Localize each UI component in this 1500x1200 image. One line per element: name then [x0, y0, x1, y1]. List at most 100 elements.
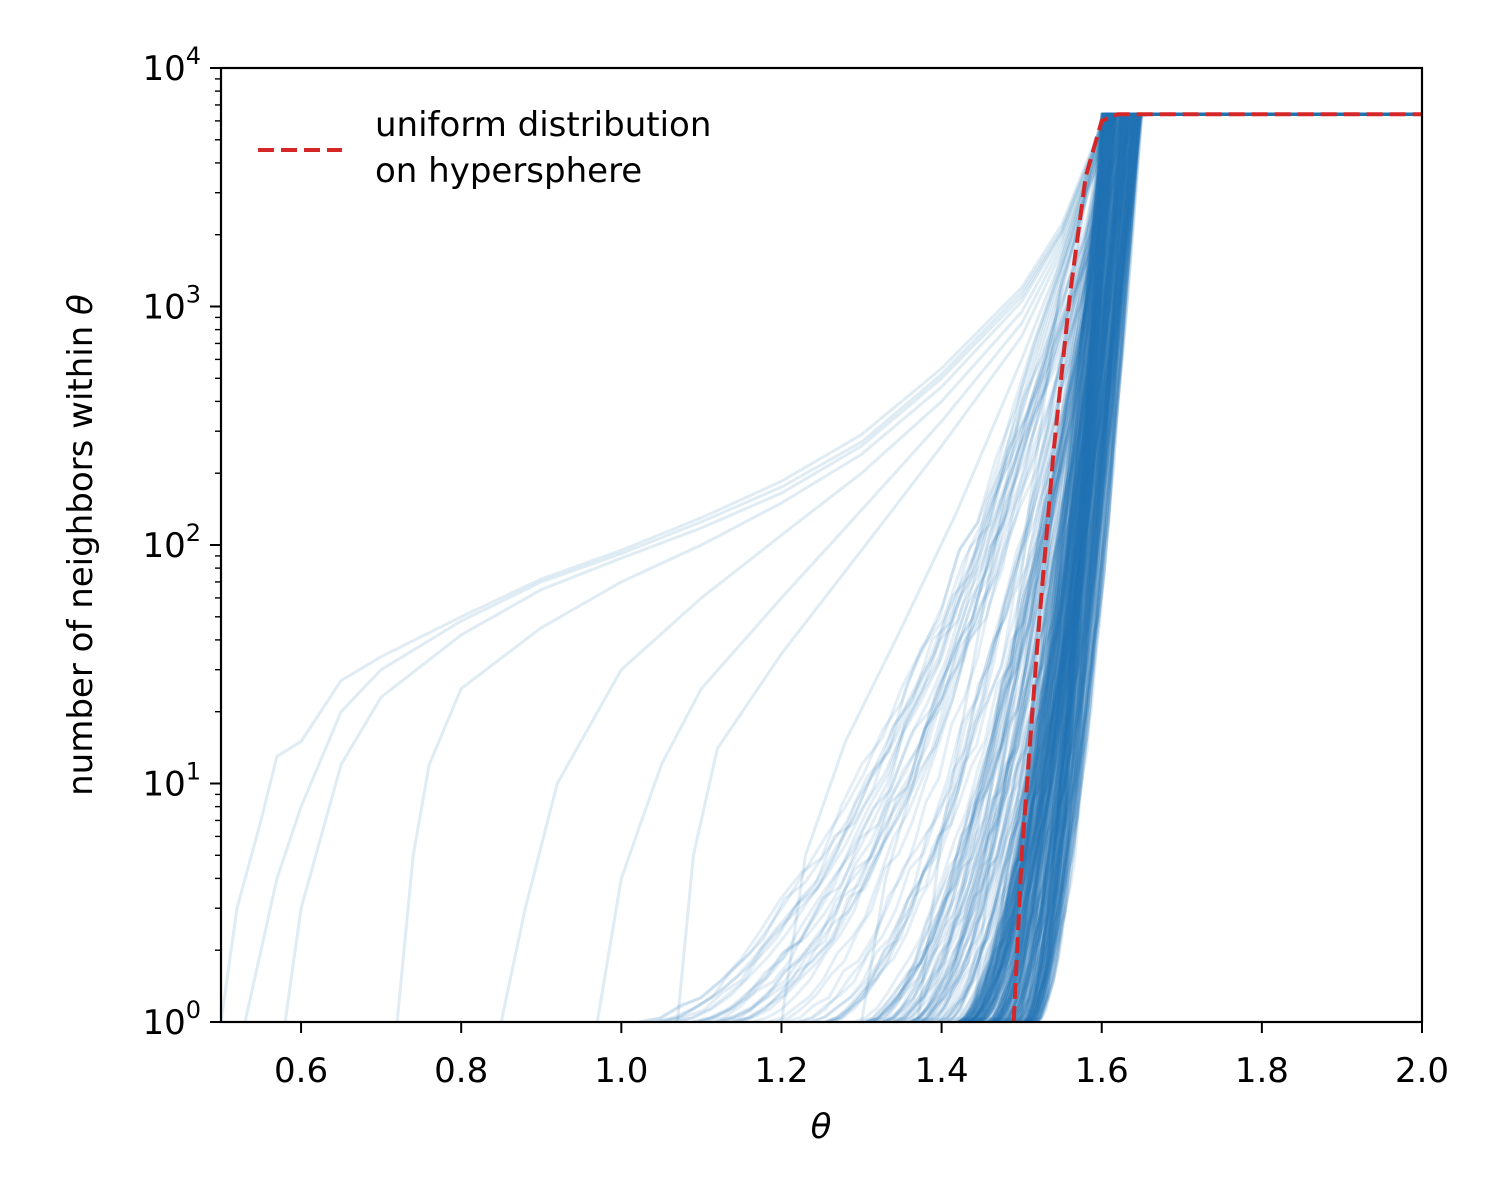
sample-curve	[1022, 112, 1422, 1022]
sample-curve	[910, 112, 1422, 1022]
sample-curve	[977, 112, 1422, 1022]
x-tick-label: 1.2	[754, 1051, 808, 1091]
sample-curve	[1032, 112, 1422, 1022]
sample-curve	[964, 112, 1422, 1022]
sample-curve	[909, 112, 1422, 1022]
sample-curve	[868, 112, 1422, 1022]
sample-curve	[1031, 112, 1422, 1022]
sample-curve	[1029, 112, 1422, 1022]
sample-curve	[1018, 112, 1422, 1022]
sample-curve	[891, 112, 1422, 1022]
sample-curve	[1032, 112, 1422, 1022]
sample-curve	[784, 112, 1422, 1022]
sample-curve	[969, 112, 1422, 1022]
sample-curve	[1023, 112, 1422, 1022]
sample-curve	[1004, 112, 1422, 1022]
sample-curve	[987, 112, 1422, 1022]
sample-curve	[1007, 112, 1422, 1022]
sample-curve	[1032, 112, 1422, 1022]
sample-curve	[996, 112, 1422, 1022]
sample-curve	[999, 112, 1422, 1022]
sample-curve	[1007, 112, 1422, 1022]
sample-curve	[1010, 112, 1422, 1022]
sample-curve	[993, 112, 1422, 1022]
sample-curve	[969, 112, 1422, 1022]
sample-curve	[1027, 112, 1422, 1022]
sample-curve	[962, 112, 1422, 1022]
sample-curve	[987, 112, 1422, 1022]
sample-curve	[921, 112, 1422, 1022]
sample-curve	[979, 112, 1422, 1022]
sample-curve	[976, 112, 1422, 1022]
sample-curve	[883, 112, 1422, 1022]
sample-curve	[958, 112, 1422, 1022]
y-tick-exponent: 3	[186, 281, 201, 309]
sample-curve	[939, 112, 1422, 1022]
sample-curve	[665, 112, 1422, 1022]
sample-curve	[996, 112, 1422, 1022]
sample-curve	[958, 112, 1422, 1022]
sample-curve	[959, 112, 1422, 1022]
sample-curve	[1017, 112, 1422, 1022]
sample-curve	[1025, 112, 1422, 1022]
sample-curve	[961, 112, 1422, 1022]
sample-curve	[811, 112, 1422, 1022]
y-tick-exponent: 4	[186, 42, 201, 70]
sample-curve	[972, 112, 1422, 1022]
sample-curve	[1007, 112, 1422, 1022]
sample-curve	[995, 112, 1422, 1022]
sample-curve	[853, 112, 1422, 1022]
sample-curve	[994, 112, 1422, 1022]
sample-curve	[1026, 112, 1422, 1022]
sample-curve	[1002, 112, 1422, 1022]
sample-curve	[994, 112, 1422, 1022]
sample-curve	[976, 112, 1422, 1022]
sample-curve	[675, 112, 1422, 1022]
sample-curve	[1028, 112, 1422, 1022]
sample-curve	[970, 112, 1422, 1022]
sample-curve	[1010, 112, 1422, 1022]
x-axis: 0.6 0.8 1.0 1.2 1.4 1.6 1.8 2.0	[274, 1022, 1449, 1091]
sample-curve	[1018, 112, 1422, 1022]
sample-curve	[1030, 112, 1422, 1022]
sample-curve	[714, 112, 1422, 1022]
sample-curve	[1010, 112, 1422, 1022]
sample-curve	[963, 112, 1422, 1022]
sample-curve	[972, 112, 1422, 1022]
sample-curve	[981, 112, 1422, 1022]
sample-curve	[823, 112, 1422, 1022]
sample-curve	[975, 112, 1422, 1022]
sample-curve	[957, 112, 1422, 1022]
sample-curve	[1001, 112, 1422, 1022]
sample-curve	[1026, 112, 1422, 1022]
sample-curve	[1036, 112, 1422, 1022]
sample-curve	[1028, 112, 1422, 1022]
x-tick-label: 1.4	[915, 1051, 969, 1091]
sample-curve	[1030, 112, 1422, 1022]
sample-curve	[1016, 112, 1422, 1022]
sample-curve	[1006, 112, 1422, 1022]
sample-curve	[830, 112, 1422, 1022]
sample-curve	[1022, 112, 1422, 1022]
sample-curve	[1016, 112, 1422, 1022]
sample-curve	[1019, 112, 1422, 1022]
y-tick-base: 10	[142, 288, 185, 328]
sample-curve	[981, 112, 1422, 1022]
sample-curve	[955, 112, 1422, 1022]
sample-curve	[1002, 112, 1422, 1022]
sample-curve	[1013, 112, 1422, 1022]
sample-curve	[1010, 112, 1422, 1022]
sample-curve	[971, 112, 1422, 1022]
sample-curve	[873, 112, 1422, 1022]
sample-curve	[960, 112, 1422, 1022]
sample-curve	[991, 112, 1422, 1022]
sample-curve	[975, 112, 1422, 1022]
sample-curve	[997, 112, 1422, 1022]
sample-curve	[958, 112, 1422, 1022]
sample-curve	[883, 112, 1422, 1022]
sample-curve	[892, 112, 1422, 1022]
sample-curve	[1023, 112, 1422, 1022]
sample-curve	[1009, 112, 1422, 1022]
sample-curve	[1003, 112, 1422, 1022]
sample-curve	[1018, 112, 1422, 1022]
